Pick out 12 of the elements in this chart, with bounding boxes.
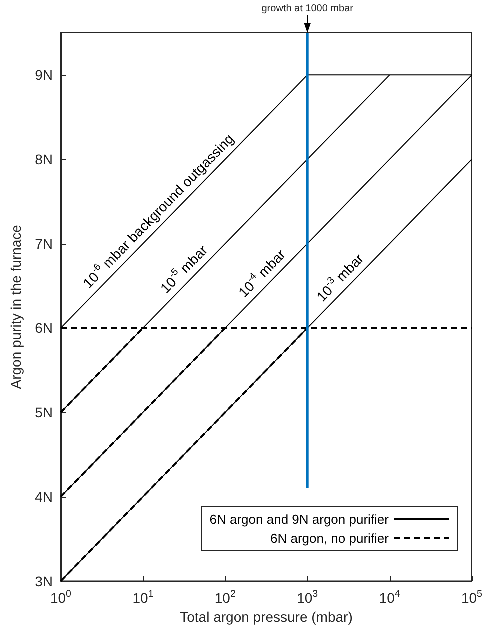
legend-label: 6N argon and 9N argon purifier xyxy=(210,512,390,527)
legend-label: 6N argon, no purifier xyxy=(270,531,390,546)
x-axis-title: Total argon pressure (mbar) xyxy=(180,609,353,625)
annotation: growth at 1000 mbar xyxy=(262,4,354,14)
y-tick-label: 8N xyxy=(35,152,53,168)
y-tick-label: 7N xyxy=(35,236,53,252)
y-tick-label: 4N xyxy=(35,488,53,505)
y-tick-label: 5N xyxy=(35,404,53,421)
y-tick-label: 6N xyxy=(35,320,53,336)
y-axis-title: Argon purity in the furnace xyxy=(8,224,24,390)
y-tick-label: 3N xyxy=(35,573,53,590)
y-tick-label: 9N xyxy=(35,67,53,84)
